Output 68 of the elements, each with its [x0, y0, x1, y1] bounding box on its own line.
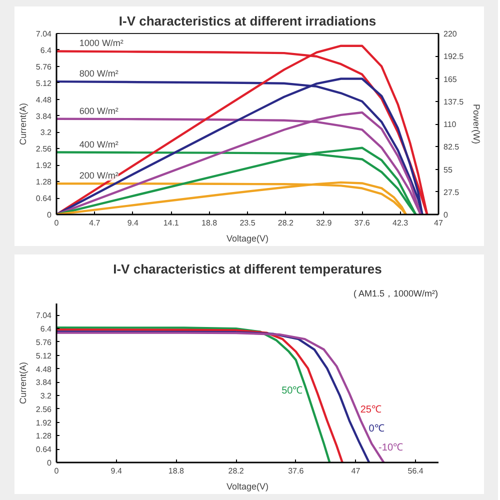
x-tick-label: 23.5: [240, 218, 256, 228]
x-tick-label: 18.8: [202, 218, 218, 228]
y-tick-label: 5.76: [36, 62, 52, 72]
chart-title: I-V characteristics at different temperatures: [113, 262, 382, 276]
y-tick-label: 3.2: [40, 392, 52, 401]
x-tick-label: 28.2: [278, 218, 294, 228]
y-tick-label: 1.92: [36, 418, 52, 428]
y2-tick-label: 55: [444, 165, 453, 174]
x-tick-label: 9.4: [110, 466, 122, 476]
x-tick-label: 28.2: [228, 466, 244, 476]
series-label: -10℃: [378, 442, 404, 454]
y-tick-label: 3.84: [36, 378, 52, 388]
series-label: 600 W/m²: [79, 106, 118, 116]
y-tick-label: 0: [47, 210, 52, 220]
y-tick-label: 3.84: [36, 112, 52, 121]
x-tick-label: 4.7: [89, 218, 101, 228]
chart-title: I-V characteristics at different irradiations: [118, 14, 376, 28]
y2-tick-label: 82.5: [444, 142, 460, 152]
y-tick-label: 5.12: [36, 351, 52, 360]
y-tick-label: 1.28: [36, 178, 52, 187]
y2-tick-label: 27.5: [444, 188, 460, 197]
chart-subtitle: ( AM1.5，1000W/m²): [353, 288, 438, 298]
x-tick-label: 0: [54, 218, 60, 228]
y-axis-title: Current(A): [18, 102, 28, 146]
series-label: 800 W/m²: [79, 68, 118, 79]
y-tick-label: 5.76: [36, 338, 52, 347]
y-tick-label: 7.04: [36, 30, 52, 38]
y-tick-label: 7.04: [36, 311, 52, 320]
y-axis-title: Current(A): [18, 362, 28, 404]
series-label: 1000 W/m²: [79, 38, 124, 48]
y2-tick-label: 0: [444, 210, 448, 220]
x-tick-label: 18.8: [168, 466, 185, 476]
series-label: 400 W/m²: [79, 139, 118, 150]
series-label: 200 W/m²: [79, 170, 118, 181]
x-tick-label: 0: [54, 466, 60, 476]
y-tick-label: 1.28: [36, 432, 52, 441]
x-tick-label: 37.6: [288, 466, 304, 476]
y-tick-label: 0.64: [36, 445, 52, 454]
y-tick-label: 1.92: [36, 161, 52, 170]
x-tick-label: 47: [434, 218, 444, 228]
y2-tick-label: 192.5: [444, 52, 464, 62]
y-tick-label: 4.48: [36, 364, 52, 374]
y-tick-label: 0.64: [36, 194, 52, 204]
y-tick-label: 3.2: [40, 128, 52, 138]
x-axis-title: Voltage(V): [226, 234, 269, 244]
y2-axis-title: Power(W): [472, 104, 482, 144]
y-tick-label: 5.12: [36, 78, 52, 88]
x-tick-label: 42.3: [392, 218, 409, 228]
y2-tick-label: 165: [444, 74, 458, 84]
series-label: 50℃: [282, 385, 303, 396]
x-tick-label: 9.4: [127, 218, 140, 228]
y2-tick-label: 220: [444, 30, 458, 38]
x-tick-label: 47: [351, 466, 361, 476]
x-tick-label: 56.4: [408, 466, 424, 476]
x-tick-label: 32.9: [316, 218, 332, 228]
y-tick-label: 6.4: [40, 324, 52, 334]
y-tick-label: 2.56: [36, 144, 52, 154]
y2-tick-label: 137.5: [444, 97, 464, 106]
text: 25℃: [360, 404, 382, 416]
x-tick-label: 14.1: [163, 218, 180, 228]
x-tick-label: 37.6: [354, 218, 370, 228]
y-tick-label: 0: [47, 458, 52, 468]
y-tick-label: 6.4: [40, 46, 52, 55]
y-tick-label: 4.48: [36, 95, 52, 104]
series-label: 0℃: [368, 424, 384, 435]
x-axis-title: Voltage(V): [226, 482, 269, 492]
y-tick-label: 2.56: [36, 404, 52, 414]
y2-tick-label: 110: [444, 120, 457, 129]
